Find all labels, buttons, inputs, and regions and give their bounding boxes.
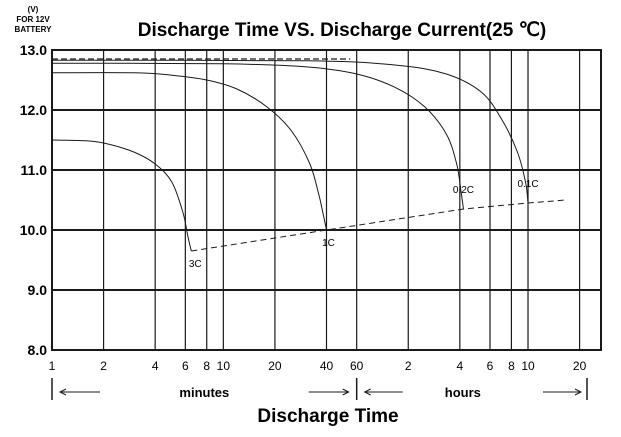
band-label-minutes: minutes — [179, 385, 229, 400]
band-arrow-head — [342, 388, 350, 396]
x-tick-label: 60 — [350, 359, 364, 373]
series-line-02C — [51, 62, 464, 210]
band-label-hours: hours — [445, 385, 481, 400]
y-note-line1: FOR 12V — [16, 15, 50, 24]
y-tick-label: 11.0 — [21, 162, 48, 178]
x-tick-label: 40 — [320, 359, 334, 373]
x-tick-label: 4 — [152, 359, 159, 373]
cutoff-layer — [191, 199, 567, 252]
plot-frame — [51, 49, 602, 351]
band-arrow-head — [58, 388, 67, 396]
x-tick-label: 2 — [100, 359, 107, 373]
x-tick-label: 8 — [508, 359, 515, 373]
x-tick-label: 10 — [217, 359, 231, 373]
x-axis-label: Discharge Time — [257, 406, 398, 427]
x-tick-label: 8 — [203, 359, 210, 373]
y-tick-label: 8.0 — [28, 342, 48, 358]
series-line-3C — [51, 139, 192, 252]
band-arrow-head — [363, 388, 371, 396]
grid-layer — [51, 49, 602, 351]
cutoff-voltage-line — [191, 199, 567, 252]
y-tick-layer: 8.0 9.0 10.0 11.0 12.0 13.0 — [20, 42, 47, 358]
band-arrow-head — [574, 388, 583, 396]
chart-title: Discharge Time VS. Discharge Current(25 … — [138, 20, 547, 41]
y-tick-label: 10.0 — [20, 222, 47, 238]
series-label: 1C — [322, 238, 335, 249]
series-label: 3C — [189, 259, 202, 270]
y-note-line2: BATTERY — [15, 25, 53, 34]
x-tick-label: 4 — [456, 359, 463, 373]
series-line-1C — [51, 72, 327, 231]
x-tick-layer: 1 2 4 6 8 10 20 40 60 2 4 6 8 10 20 — [49, 359, 587, 373]
series-label: 0.1C — [517, 179, 538, 190]
x-tick-label: 20 — [573, 359, 587, 373]
x-tick-label: 6 — [182, 359, 189, 373]
x-tick-label: 20 — [268, 359, 282, 373]
x-tick-label: 2 — [405, 359, 412, 373]
x-tick-label: 6 — [487, 359, 494, 373]
y-tick-label: 12.0 — [20, 102, 47, 118]
x-tick-label: 10 — [521, 359, 535, 373]
series-label: 0.2C — [453, 185, 474, 196]
label-layer: 3C 1C 0.2C 0.1C — [189, 179, 539, 270]
y-unit-label: (V) — [28, 5, 39, 14]
series-layer — [51, 59, 529, 252]
series-line-01C — [51, 59, 529, 204]
y-tick-label: 13.0 — [20, 42, 47, 58]
unit-band-layer: minutes hours — [51, 378, 588, 400]
x-tick-label: 1 — [49, 359, 56, 373]
y-tick-label: 9.0 — [28, 282, 48, 298]
